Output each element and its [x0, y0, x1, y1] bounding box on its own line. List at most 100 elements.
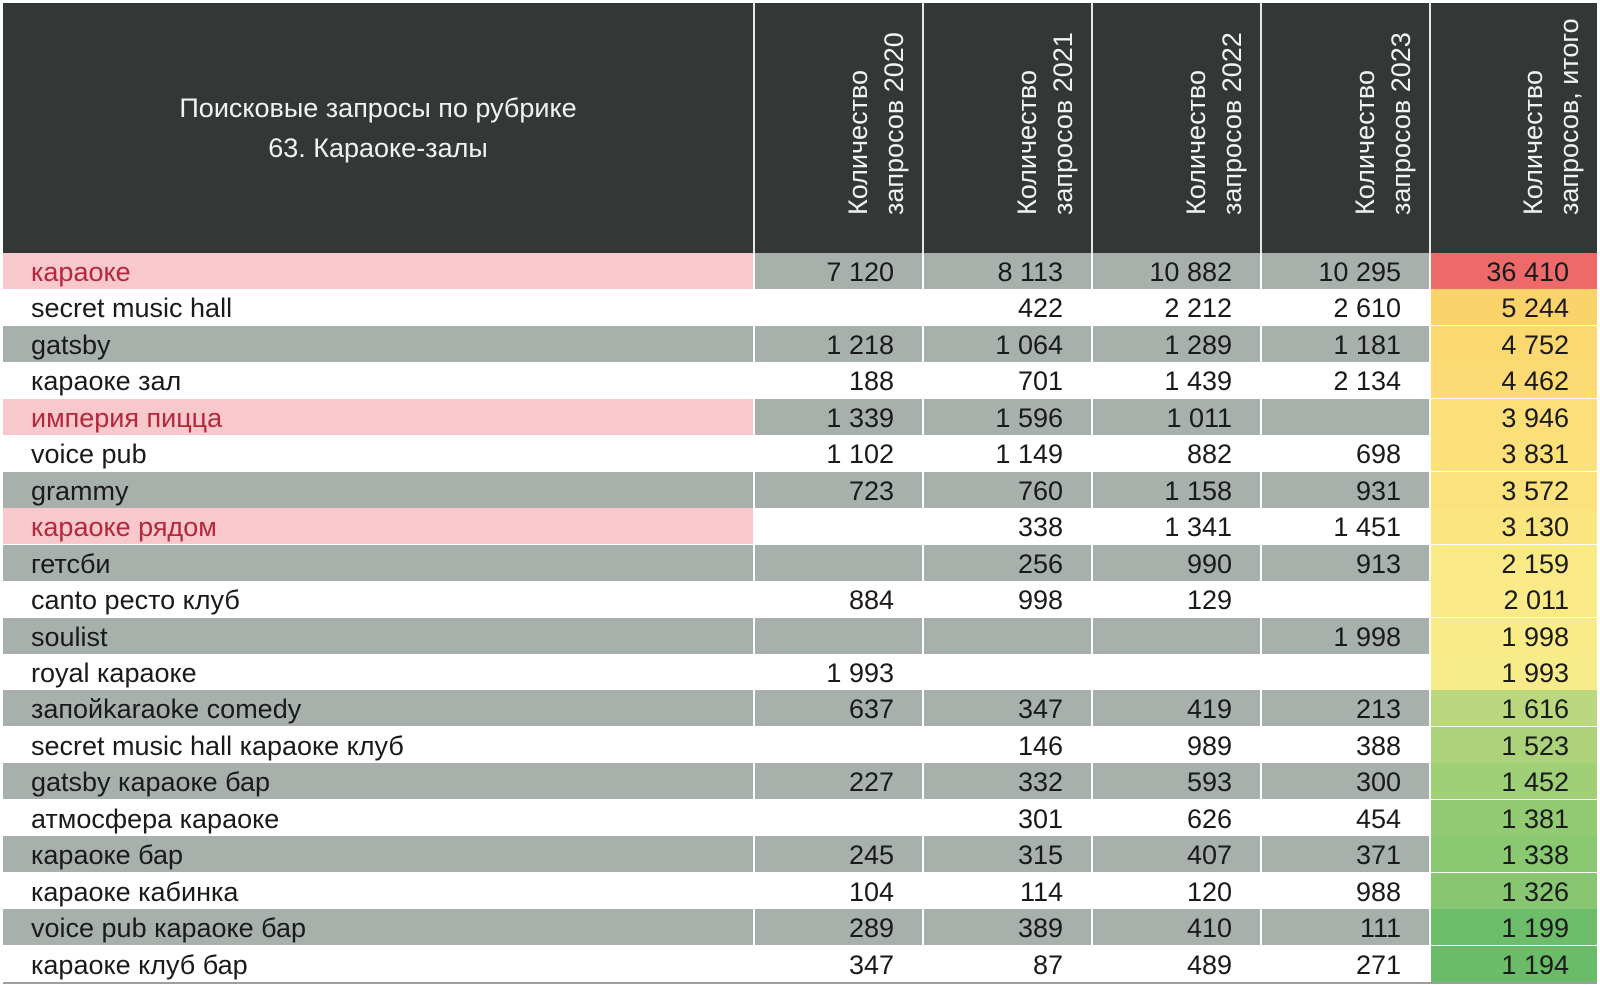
table-row: soulist 1 998 1 998 — [3, 617, 1597, 654]
year-count-cell: 315 — [922, 836, 1091, 873]
year-count-cell: 1 181 — [1260, 325, 1429, 362]
year-count-cell: 489 — [1091, 945, 1260, 982]
column-header-2021-line-1: Количество — [1011, 70, 1042, 215]
table-title: Поисковые запросы по рубрике 63. Караоке… — [3, 3, 753, 253]
total-cell: 1 338 — [1429, 836, 1597, 873]
column-header-total-line-2: запросов, итого — [1554, 18, 1584, 215]
year-count-cell: 87 — [922, 945, 1091, 982]
year-count-cell: 1 998 — [1260, 617, 1429, 654]
query-name-cell: voice pub — [3, 435, 753, 472]
year-count-cell: 884 — [753, 581, 922, 618]
query-name-cell: gatsby караоке бар — [3, 763, 753, 800]
year-count-cell: 593 — [1091, 763, 1260, 800]
year-count-cell: 1 102 — [753, 435, 922, 472]
total-cell: 1 998 — [1429, 617, 1597, 654]
query-name-cell: империя пицца — [3, 398, 753, 435]
year-count-cell — [1260, 653, 1429, 690]
year-count-cell: 114 — [922, 872, 1091, 909]
total-cell: 3 572 — [1429, 471, 1597, 508]
year-count-cell: 389 — [922, 909, 1091, 946]
query-name-cell: soulist — [3, 617, 753, 654]
year-count-cell: 698 — [1260, 435, 1429, 472]
year-count-cell — [1260, 398, 1429, 435]
year-count-cell: 111 — [1260, 909, 1429, 946]
search-queries-table: Поисковые запросы по рубрике 63. Караоке… — [3, 3, 1597, 984]
year-count-cell: 2 610 — [1260, 289, 1429, 326]
year-count-cell: 998 — [922, 581, 1091, 618]
total-cell: 1 616 — [1429, 690, 1597, 727]
table-bottom-border — [3, 982, 1597, 984]
total-cell: 1 381 — [1429, 799, 1597, 836]
column-header-2023-line-1: Количество — [1349, 70, 1380, 215]
table-row: canto ресто клуб 884 998 129 2 011 — [3, 581, 1597, 618]
year-count-cell: 245 — [753, 836, 922, 873]
year-count-cell: 188 — [753, 362, 922, 399]
table-row: империя пицца 1 339 1 596 1 011 3 946 — [3, 398, 1597, 435]
year-count-cell: 2 212 — [1091, 289, 1260, 326]
year-count-cell: 7 120 — [753, 253, 922, 289]
year-count-cell: 388 — [1260, 726, 1429, 763]
year-count-cell: 1 341 — [1091, 508, 1260, 545]
year-count-cell — [922, 617, 1091, 654]
year-count-cell — [753, 508, 922, 545]
total-cell: 4 752 — [1429, 325, 1597, 362]
year-count-cell: 10 295 — [1260, 253, 1429, 289]
total-cell: 3 831 — [1429, 435, 1597, 472]
year-count-cell: 1 218 — [753, 325, 922, 362]
year-count-cell: 410 — [1091, 909, 1260, 946]
query-name-cell: grammy — [3, 471, 753, 508]
table-row: гетсби 256 990 913 2 159 — [3, 544, 1597, 581]
total-cell: 2 011 — [1429, 581, 1597, 618]
year-count-cell: 8 113 — [922, 253, 1091, 289]
year-count-cell: 989 — [1091, 726, 1260, 763]
total-cell: 1 452 — [1429, 763, 1597, 800]
query-name-cell: караоке бар — [3, 836, 753, 873]
column-header-2021: Количество запросов 2021 — [922, 3, 1093, 253]
table-row: grammy 723 760 1 158 931 3 572 — [3, 471, 1597, 508]
year-count-cell: 723 — [753, 471, 922, 508]
total-cell: 3 946 — [1429, 398, 1597, 435]
year-count-cell: 913 — [1260, 544, 1429, 581]
query-name-cell: гетсби — [3, 544, 753, 581]
year-count-cell: 301 — [922, 799, 1091, 836]
year-count-cell: 1 339 — [753, 398, 922, 435]
table-row: voice pub караоке бар 289 389 410 111 1 199 — [3, 909, 1597, 946]
year-count-cell: 347 — [753, 945, 922, 982]
query-name-cell: караоке — [3, 253, 753, 289]
column-header-2022-line-2: запросов 2022 — [1216, 32, 1247, 215]
query-name-cell: secret music hall — [3, 289, 753, 326]
year-count-cell: 990 — [1091, 544, 1260, 581]
table-header: Поисковые запросы по рубрике 63. Караоке… — [3, 3, 1597, 253]
year-count-cell: 1 149 — [922, 435, 1091, 472]
year-count-cell — [753, 726, 922, 763]
table-row: атмосфера караоке 301 626 454 1 381 — [3, 799, 1597, 836]
year-count-cell: 371 — [1260, 836, 1429, 873]
query-name-cell: караоке рядом — [3, 508, 753, 545]
query-name-cell: караоке клуб бар — [3, 945, 753, 982]
year-count-cell: 146 — [922, 726, 1091, 763]
table-title-line-1: Поисковые запросы по рубрике — [179, 93, 577, 123]
query-name-cell: gatsby — [3, 325, 753, 362]
query-name-cell: voice pub караоке бар — [3, 909, 753, 946]
table-row: royal караоке 1 993 1 993 — [3, 653, 1597, 690]
year-count-cell — [753, 799, 922, 836]
column-header-2023: Количество запросов 2023 — [1260, 3, 1431, 253]
query-name-cell: royal караоке — [3, 653, 753, 690]
column-header-2022-line-1: Количество — [1180, 70, 1211, 215]
table-row: караоке клуб бар 347 87 489 271 1 194 — [3, 945, 1597, 982]
total-cell: 5 244 — [1429, 289, 1597, 326]
total-cell: 1 194 — [1429, 945, 1597, 982]
query-name-cell: запойkaraoke comedy — [3, 690, 753, 727]
year-count-cell: 347 — [922, 690, 1091, 727]
year-count-cell — [1091, 653, 1260, 690]
table-row: караоке кабинка 104 114 120 988 1 326 — [3, 872, 1597, 909]
column-header-2022: Количество запросов 2022 — [1091, 3, 1262, 253]
year-count-cell: 129 — [1091, 581, 1260, 618]
total-cell: 36 410 — [1429, 253, 1597, 289]
query-name-cell: атмосфера караоке — [3, 799, 753, 836]
year-count-cell — [1260, 581, 1429, 618]
total-cell: 3 130 — [1429, 508, 1597, 545]
query-name-cell: secret music hall караоке клуб — [3, 726, 753, 763]
column-header-2021-line-2: запросов 2021 — [1047, 32, 1078, 215]
column-header-2020-line-2: запросов 2020 — [878, 32, 909, 215]
